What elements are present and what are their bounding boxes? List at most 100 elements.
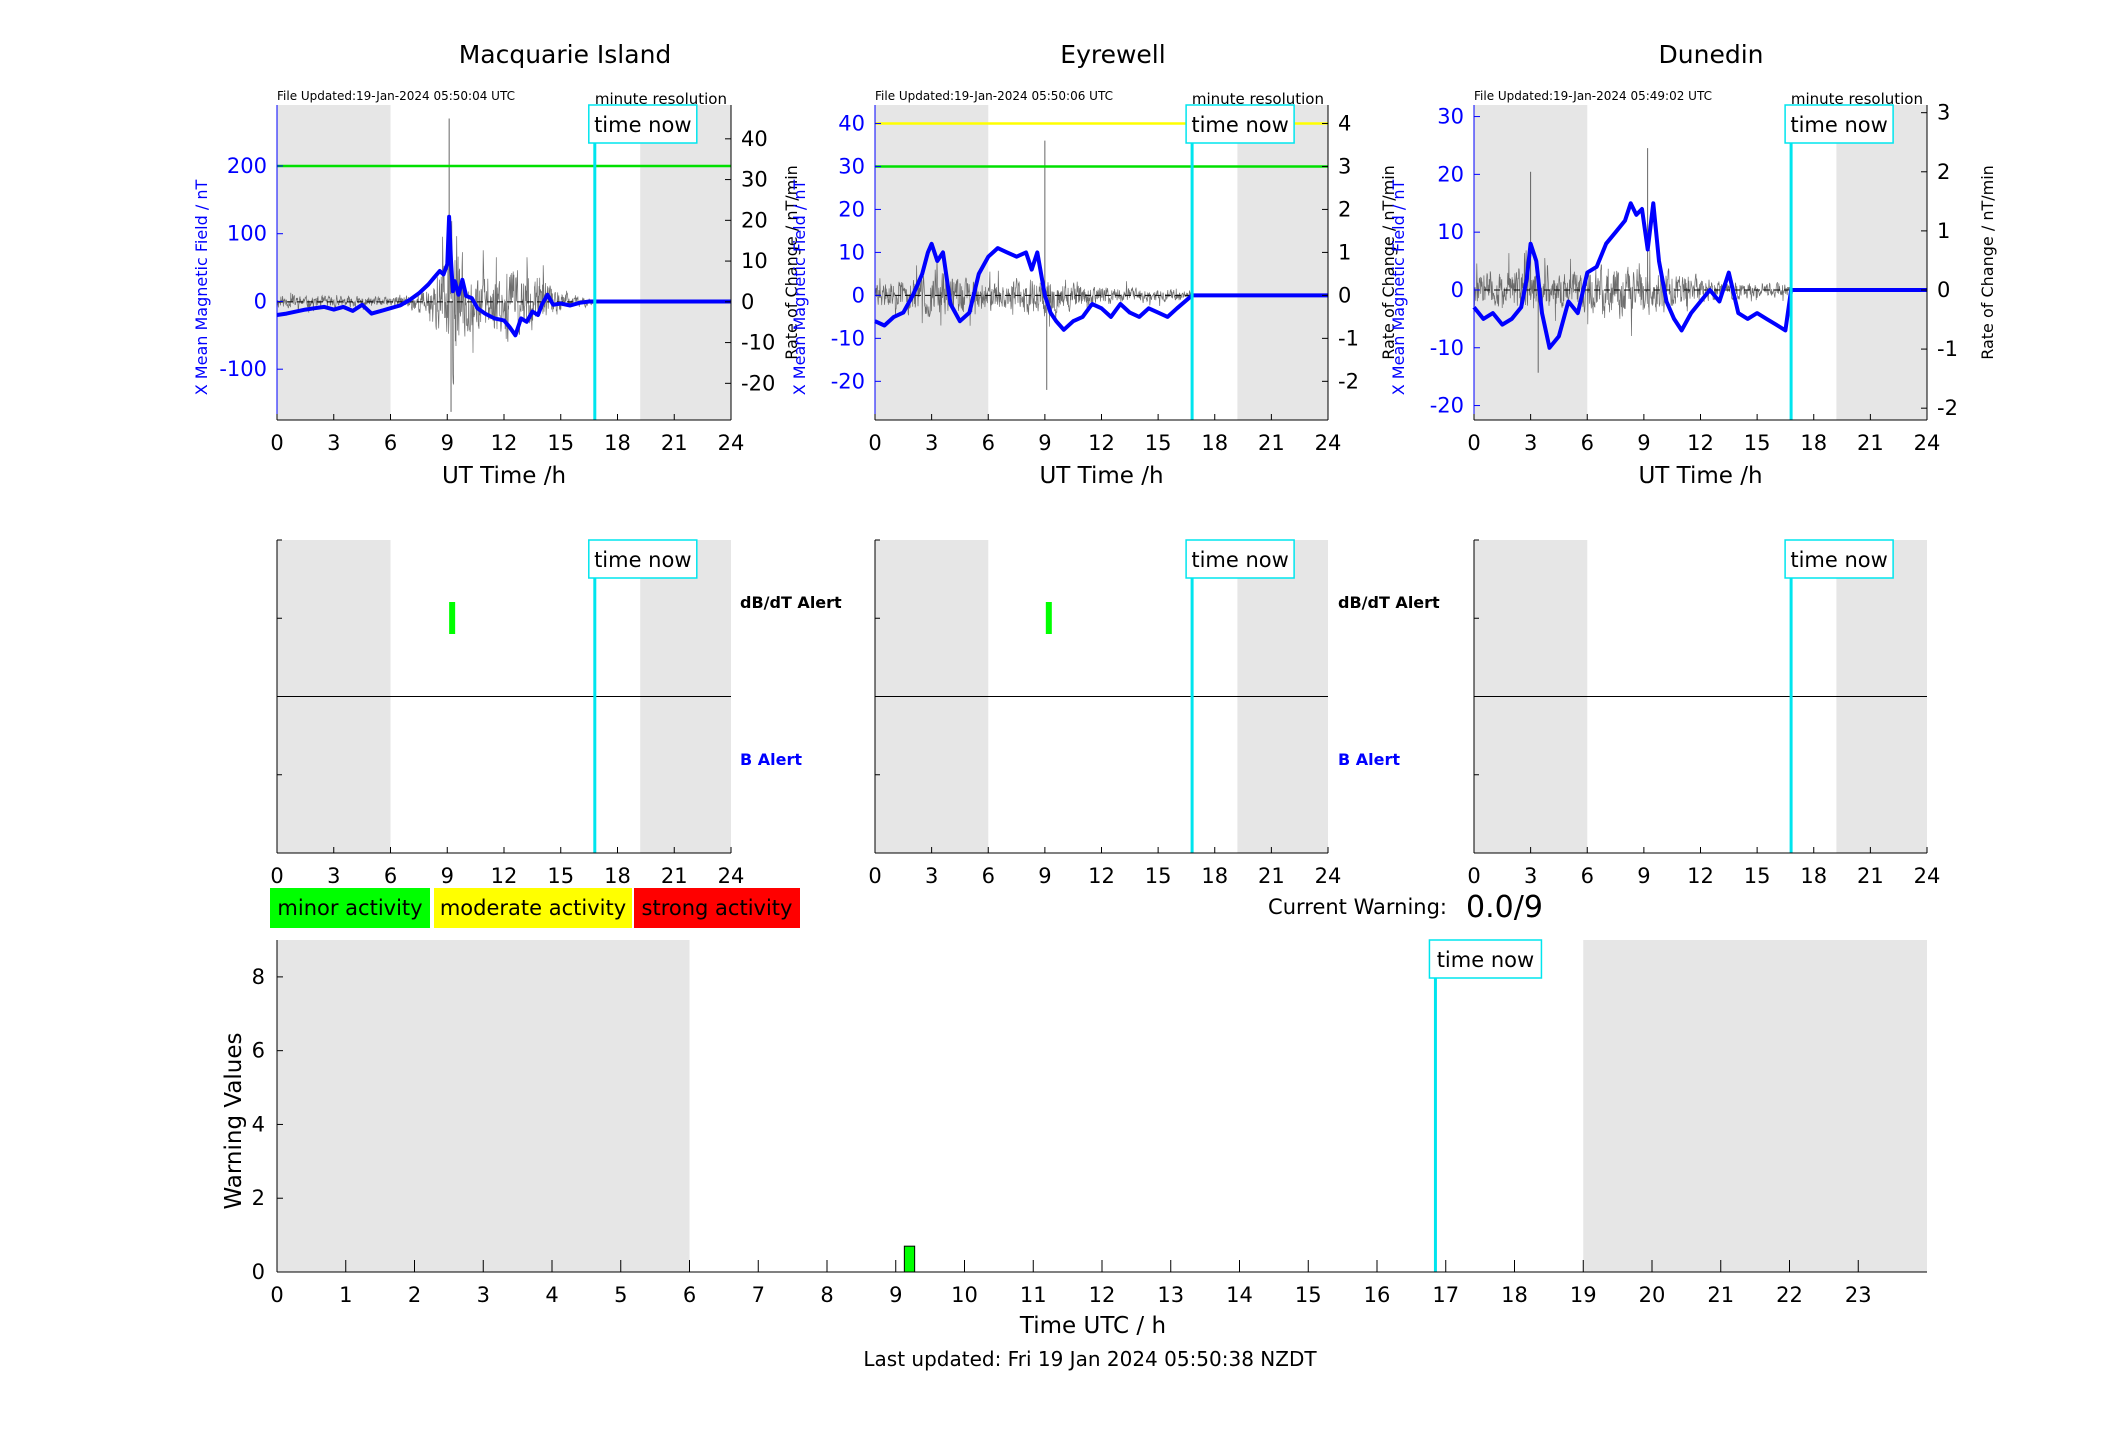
x-axis-label: UT Time /h [442, 463, 566, 489]
time-now-label: time now [1191, 548, 1288, 572]
y-tick-label: 10 [1437, 220, 1464, 244]
legend-strong-label: strong activity [642, 896, 793, 920]
x-tick-label: 12 [491, 431, 518, 455]
x-tick-label: 15 [1295, 1283, 1322, 1307]
x-tick-label: 3 [925, 431, 938, 455]
y-tick-label: -10 [831, 326, 865, 350]
night-shade [277, 105, 391, 420]
y2-axis-label: Rate of Change / nT/min [1978, 165, 1997, 360]
x-tick-label: 18 [604, 864, 631, 888]
legend-minor-swatch [270, 888, 430, 928]
x-tick-label: 6 [384, 864, 397, 888]
x-tick-label: 3 [327, 431, 340, 455]
y-tick-label: -20 [1430, 394, 1464, 418]
b-alert-label-macquarie: B Alert [740, 750, 802, 769]
station-title-eyrewell: Eyrewell [1060, 40, 1165, 69]
time-now-box [1784, 539, 1894, 579]
y-tick-label: 2 [252, 1186, 265, 1210]
x-tick-label: 9 [1038, 431, 1051, 455]
y-tick-label: 8 [252, 965, 265, 989]
warning-bar [903, 1245, 916, 1273]
x-tick-label: 21 [661, 864, 688, 888]
time-now-label: time now [594, 548, 691, 572]
x-tick-label: 11 [1020, 1283, 1047, 1307]
x-tick-label: 8 [820, 1283, 833, 1307]
x-tick-label: 21 [661, 431, 688, 455]
x-tick-label: 6 [1581, 431, 1594, 455]
y-tick-label: 0 [852, 283, 865, 307]
x-tick-label: 9 [441, 431, 454, 455]
y2-tick-label: 2 [1338, 197, 1351, 221]
dbdt-alert-mark [1045, 602, 1052, 634]
x-tick-label: 21 [1258, 864, 1285, 888]
x-tick-label: 12 [1687, 431, 1714, 455]
x-tick-label: 15 [1145, 431, 1172, 455]
y2-tick-label: 2 [1937, 160, 1950, 184]
field-chart-macquarie: minute resolution time now 0 3 6 9 12 15 18 21 24 -… [192, 90, 801, 489]
current-warning-label: Current Warning: [1268, 895, 1447, 919]
y2-axis-label: Rate of Change / nT/min [1379, 165, 1398, 360]
y2-tick-label: 3 [1338, 154, 1351, 178]
x-tick-label: 16 [1364, 1283, 1391, 1307]
time-now-label: time now [1191, 113, 1288, 137]
dbdt-alert-mark [449, 602, 456, 634]
file-updated-macquarie: File Updated:19-Jan-2024 05:50:04 UTC [277, 89, 515, 103]
x-tick-label: 14 [1226, 1283, 1253, 1307]
time-now-box [1185, 539, 1295, 579]
x-tick-label: 21 [1258, 431, 1285, 455]
y2-tick-label: -10 [741, 331, 775, 355]
x-tick-label: 10 [951, 1283, 978, 1307]
x-tick-label: 18 [604, 431, 631, 455]
legend-minor-label: minor activity [277, 896, 422, 920]
y-tick-label: 0 [254, 289, 267, 313]
y-tick-label: 4 [252, 1112, 265, 1136]
y-tick-label: 30 [1437, 105, 1464, 129]
x-tick-label: 24 [718, 431, 745, 455]
night-shade [1583, 940, 1927, 1272]
y-tick-label: 200 [227, 154, 267, 178]
time-now-box [588, 539, 698, 579]
y2-tick-label: 30 [741, 168, 768, 192]
mean-field-line [1472, 201, 1927, 350]
mean-field-line [276, 214, 731, 338]
x-tick-label: 6 [384, 431, 397, 455]
x-tick-label: 21 [1857, 431, 1884, 455]
y2-tick-label: 0 [1937, 278, 1950, 302]
x-tick-label: 0 [1467, 431, 1480, 455]
x-tick-label: 13 [1157, 1283, 1184, 1307]
station-title-macquarie: Macquarie Island [459, 40, 672, 69]
x-tick-label: 3 [1524, 431, 1537, 455]
y2-tick-label: -2 [1937, 396, 1958, 420]
y-tick-label: -10 [1430, 336, 1464, 360]
x-tick-label: 0 [270, 1283, 283, 1307]
time-now-label: time now [1437, 948, 1534, 972]
y2-tick-label: 3 [1937, 101, 1950, 125]
file-updated-dunedin: File Updated:19-Jan-2024 05:49:02 UTC [1474, 89, 1712, 103]
time-now-label: time now [594, 113, 691, 137]
x-tick-label: 12 [1687, 864, 1714, 888]
x-tick-label: 6 [1581, 864, 1594, 888]
warning-xlabel: Time UTC / h [1019, 1313, 1166, 1339]
x-tick-label: 0 [1467, 864, 1480, 888]
x-tick-label: 22 [1776, 1283, 1803, 1307]
alert-strip-dunedin: time now 0 3 6 9 12 15 18 21 24 [1467, 539, 1940, 888]
y2-tick-label: -1 [1338, 326, 1359, 350]
y-axis-label: X Mean Magnetic Field / nT [1389, 180, 1408, 396]
night-shade [1836, 105, 1927, 420]
y-axis-label: X Mean Magnetic Field / nT [790, 180, 809, 396]
y2-tick-label: -2 [1338, 369, 1359, 393]
x-tick-label: 23 [1845, 1283, 1872, 1307]
time-now-box [1784, 104, 1894, 144]
x-tick-label: 24 [718, 864, 745, 888]
x-tick-label: 15 [1744, 864, 1771, 888]
x-tick-label: 3 [327, 864, 340, 888]
y2-tick-label: 0 [1338, 283, 1351, 307]
time-now-box [588, 104, 698, 144]
last-updated: Last updated: Fri 19 Jan 2024 05:50:38 N… [863, 1347, 1317, 1371]
x-tick-label: 17 [1432, 1283, 1459, 1307]
y2-tick-label: 1 [1937, 219, 1950, 243]
legend-moderate-swatch [434, 888, 632, 928]
dbdt-alert-label-macquarie: dB/dT Alert [740, 593, 842, 612]
